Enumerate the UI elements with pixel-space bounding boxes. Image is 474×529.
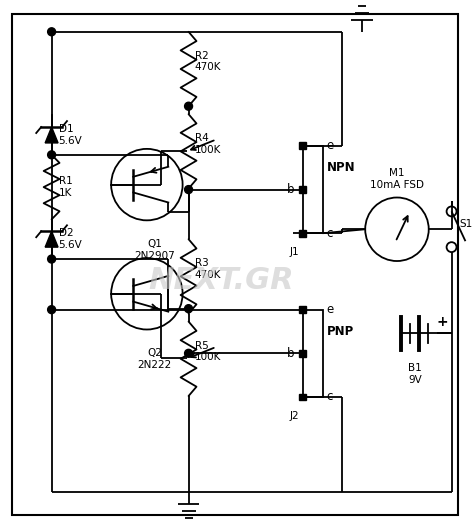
Circle shape	[184, 349, 192, 357]
Text: +: +	[437, 315, 448, 329]
Circle shape	[47, 255, 55, 263]
Text: M1
10mA FSD: M1 10mA FSD	[370, 168, 424, 189]
Circle shape	[47, 306, 55, 314]
Bar	[299, 306, 306, 313]
Circle shape	[184, 186, 192, 194]
Circle shape	[184, 102, 192, 110]
Text: NPN: NPN	[327, 161, 355, 174]
Bar	[299, 394, 306, 400]
Text: R2
470K: R2 470K	[194, 51, 221, 72]
Text: b: b	[287, 347, 295, 360]
Text: e: e	[327, 140, 334, 152]
Bar	[299, 230, 306, 236]
Text: R4
100K: R4 100K	[194, 133, 221, 154]
Polygon shape	[45, 127, 58, 143]
Text: c: c	[327, 390, 333, 404]
Text: Q2
2N222: Q2 2N222	[137, 349, 172, 370]
Circle shape	[47, 28, 55, 36]
Text: S1: S1	[459, 220, 473, 229]
Bar	[299, 350, 306, 357]
Text: c: c	[327, 227, 333, 240]
Circle shape	[47, 151, 55, 159]
Text: Q1
2N2907: Q1 2N2907	[135, 239, 175, 261]
Text: R5
100K: R5 100K	[194, 341, 221, 362]
Text: b: b	[287, 183, 295, 196]
Bar	[303, 146, 322, 233]
Text: D1
5.6V: D1 5.6V	[59, 124, 82, 146]
Text: e: e	[327, 303, 334, 316]
Polygon shape	[45, 231, 58, 247]
Text: PNP: PNP	[327, 324, 354, 338]
Text: R3
470K: R3 470K	[194, 258, 221, 280]
Bar	[303, 309, 322, 397]
Text: D2
5.6V: D2 5.6V	[59, 229, 82, 250]
Text: R1
1K: R1 1K	[59, 176, 73, 198]
Bar	[299, 186, 306, 193]
Text: B1
9V: B1 9V	[408, 363, 422, 385]
Bar	[299, 142, 306, 149]
Text: NEXT.GR: NEXT.GR	[148, 266, 294, 295]
Text: J2: J2	[290, 411, 300, 421]
Text: J1: J1	[290, 247, 300, 257]
Circle shape	[184, 305, 192, 313]
